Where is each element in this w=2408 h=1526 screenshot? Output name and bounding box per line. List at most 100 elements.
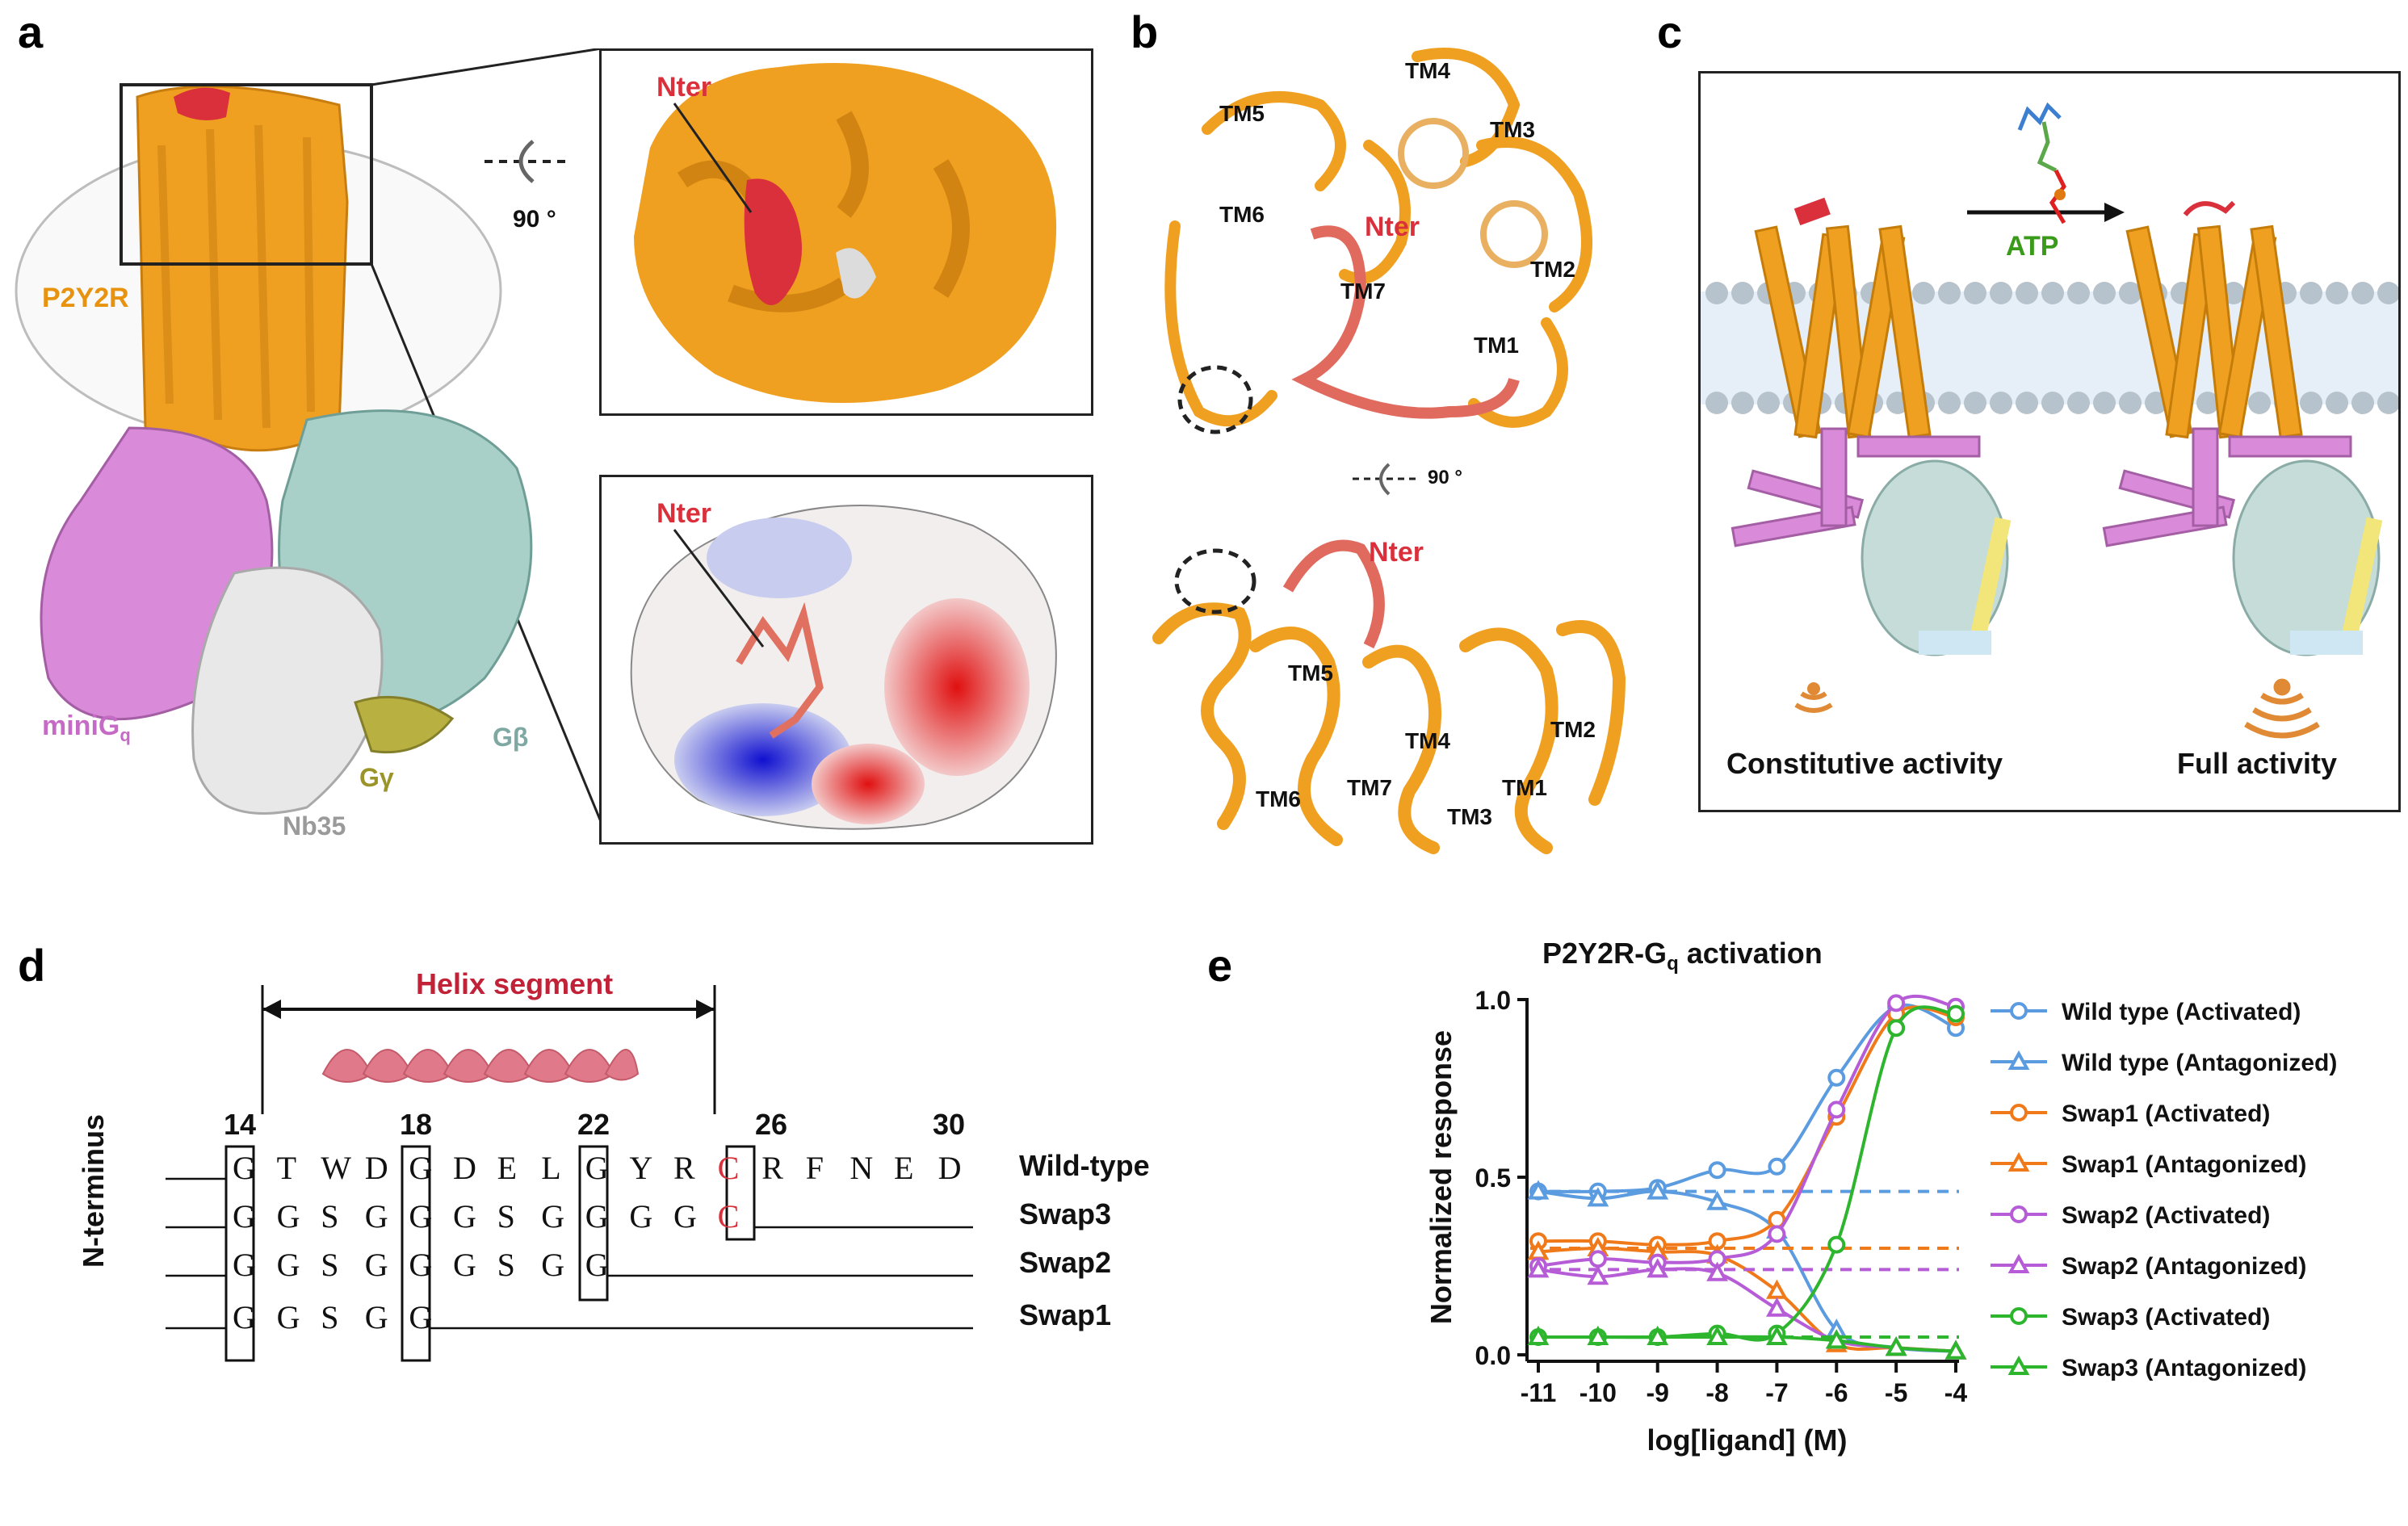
left-complex	[1730, 197, 2012, 713]
residue: G	[233, 1150, 256, 1186]
legend-marker	[2007, 1151, 2030, 1172]
residue: G	[585, 1198, 609, 1235]
x-axis-label: log[ligand] (M)	[1647, 1423, 1848, 1457]
x-tick-label: -9	[1646, 1378, 1668, 1407]
y-tick-label: 0.5	[1475, 1163, 1511, 1193]
ggamma-density	[354, 695, 455, 754]
residue: G	[276, 1247, 300, 1283]
residue: G	[364, 1299, 388, 1335]
rotation-label-a: 90 °	[513, 206, 556, 233]
residue: G	[276, 1299, 300, 1335]
b-bottom-nter: Nter	[1369, 537, 1424, 568]
panel-letter-a: a	[18, 6, 44, 57]
data-point	[1588, 1250, 1607, 1268]
b-rotation-label: 90 °	[1428, 467, 1462, 488]
residue: Y	[629, 1150, 653, 1186]
data-point	[1887, 994, 1906, 1012]
sequence-name: Wild-type	[1019, 1149, 1150, 1182]
x-tick-label: -11	[1521, 1378, 1556, 1407]
residue: G	[409, 1299, 433, 1335]
b-bottom-tm1: TM1	[1502, 775, 1547, 800]
b-bottom-tm4: TM4	[1405, 728, 1450, 753]
nb35-density	[191, 566, 384, 815]
residue: W	[321, 1150, 351, 1186]
legend-label: Wild type (Activated)	[2062, 999, 2301, 1025]
residue: S	[321, 1299, 339, 1335]
position-26: 26	[755, 1108, 788, 1141]
residue: N	[850, 1150, 874, 1186]
data-point	[1887, 1019, 1906, 1038]
data-point	[1766, 1325, 1788, 1345]
data-point	[1587, 1325, 1609, 1345]
nter-label-bottom: Nter	[657, 498, 712, 529]
receptor-label: P2Y2R	[42, 283, 129, 313]
sequence-name: Swap3	[1019, 1197, 1112, 1230]
residue: G	[233, 1247, 256, 1283]
b-top-tm7: TM7	[1340, 279, 1386, 304]
legend-label: Swap1 (Antagonized)	[2062, 1151, 2306, 1178]
residue: T	[276, 1150, 297, 1186]
data-point	[1587, 1265, 1609, 1285]
x-tick-label: -5	[1885, 1378, 1907, 1407]
minigq-label: miniGq	[42, 711, 131, 745]
y-tick-label: 1.0	[1475, 986, 1511, 1015]
legend-marker	[2007, 1050, 2030, 1070]
residue: G	[541, 1247, 565, 1283]
residue: R	[673, 1150, 695, 1186]
b-bottom-tm3: TM3	[1447, 804, 1492, 829]
nb35-label: Nb35	[283, 811, 346, 841]
panel-b-structure	[1152, 48, 1626, 854]
data-point	[1825, 1329, 1848, 1349]
gbeta-label: Gβ	[493, 723, 529, 752]
residue: G	[409, 1150, 433, 1186]
legend-marker	[2007, 1355, 2030, 1375]
data-point	[1944, 1339, 1967, 1360]
b-bottom-tm6: TM6	[1256, 786, 1301, 811]
residue: G	[585, 1247, 609, 1283]
atp-label: ATP	[2006, 231, 2059, 262]
disulfide-circle-top	[1177, 365, 1253, 434]
legend-marker	[2010, 1002, 2028, 1020]
zoom-density-box: Nter	[599, 48, 1093, 416]
panel-c-box: ATP Constitutive activity Full activity	[1698, 71, 2401, 812]
data-point	[1766, 1297, 1788, 1317]
b-top-tm2: TM2	[1530, 257, 1575, 282]
residue: S	[321, 1247, 339, 1283]
data-point	[1706, 1190, 1728, 1210]
b-bottom-tm2: TM2	[1550, 717, 1596, 742]
helix-segment-label: Helix segment	[416, 967, 614, 1000]
data-point	[1827, 1100, 1846, 1119]
y-tick-label: 0.0	[1475, 1341, 1511, 1370]
residue: G	[541, 1198, 565, 1235]
residue: G	[629, 1198, 653, 1235]
zoom-electrostatic-box: Nter	[599, 475, 1093, 845]
legend-label: Swap3 (Antagonized)	[2062, 1355, 2306, 1381]
residue: G	[364, 1247, 388, 1283]
activation-chart: 0.0 0.5 1.0 -11 -10 -9 -8 -7 -6 -5 -4 log[ligand] (…	[1424, 986, 2337, 1457]
ggamma-label: Gγ	[359, 763, 394, 792]
legend-marker	[2010, 1307, 2028, 1325]
residue: S	[497, 1247, 515, 1283]
conserved-boxes	[224, 1145, 756, 1362]
b-top-tm6: TM6	[1219, 202, 1265, 227]
residue: C	[717, 1198, 740, 1235]
right-complex	[2102, 200, 2383, 739]
x-tick-label: -8	[1705, 1378, 1728, 1407]
residue: G	[585, 1150, 609, 1186]
residue: G	[233, 1198, 256, 1235]
data-point	[1706, 1325, 1728, 1345]
nter-zoom-density	[744, 178, 802, 305]
residue: S	[321, 1198, 339, 1235]
b-top-tm1: TM1	[1474, 333, 1519, 358]
data-point	[1527, 1180, 1550, 1200]
data-point	[1647, 1325, 1669, 1345]
data-point	[1768, 1157, 1786, 1176]
data-point	[1768, 1225, 1786, 1243]
gap-lines	[166, 1177, 973, 1330]
residue: E	[497, 1150, 518, 1186]
x-tick-label: -4	[1944, 1378, 1968, 1407]
legend-label: Swap2 (Activated)	[2062, 1202, 2270, 1229]
residue: R	[761, 1150, 783, 1186]
sequence-name: Swap1	[1019, 1298, 1112, 1331]
caption-full: Full activity	[2177, 747, 2338, 780]
